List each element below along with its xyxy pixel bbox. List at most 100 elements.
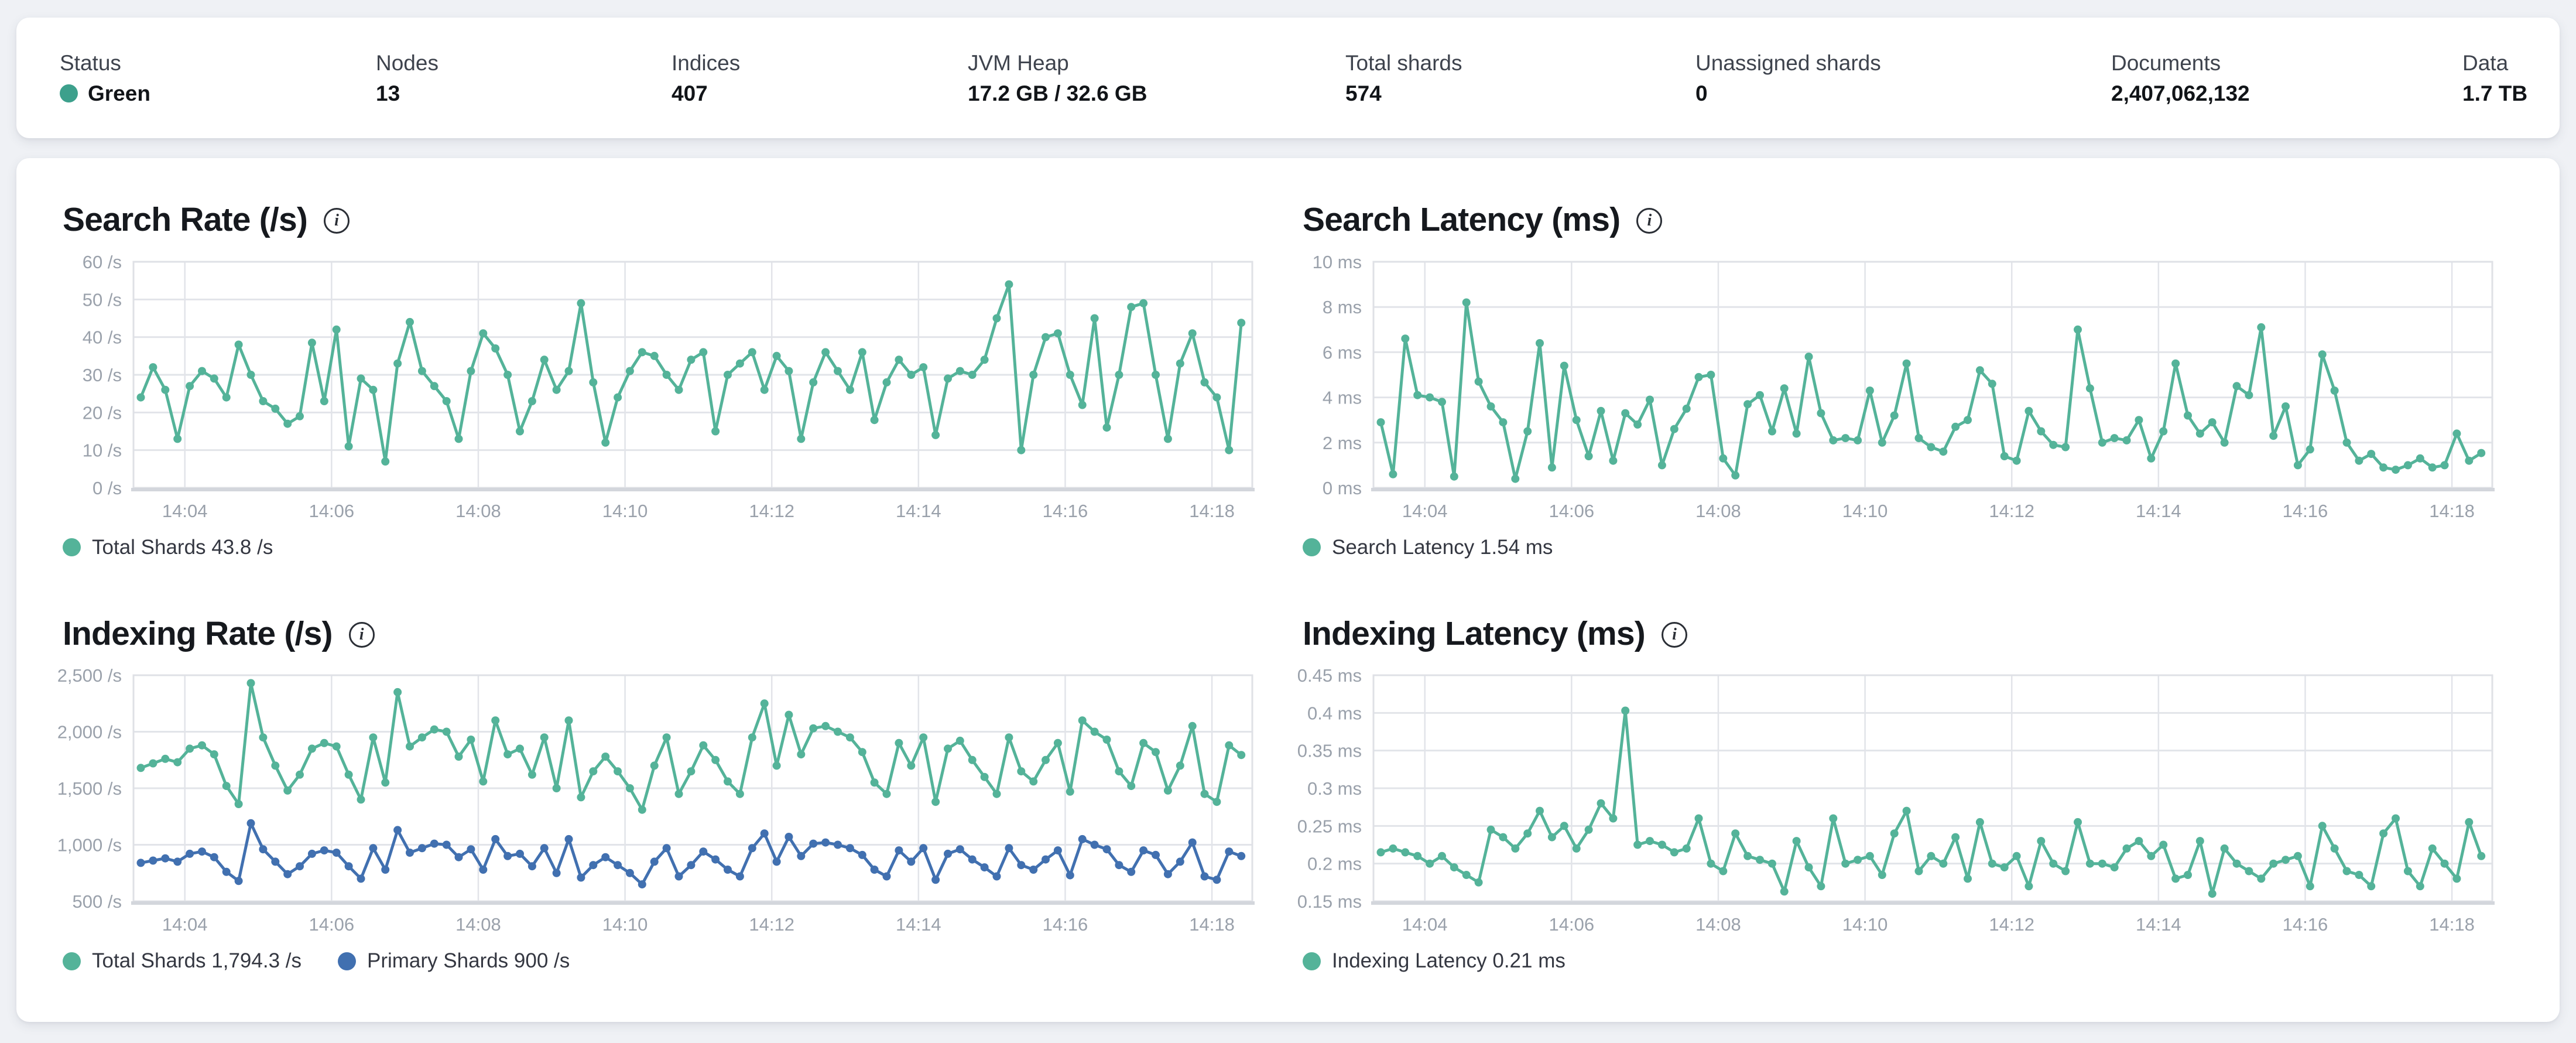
svg-text:0.25 ms: 0.25 ms <box>1297 816 1362 837</box>
svg-text:14:12: 14:12 <box>749 501 794 521</box>
stat-label: Indices <box>672 50 741 75</box>
svg-text:60 /s: 60 /s <box>83 255 122 272</box>
stat-label: Nodes <box>376 50 439 75</box>
svg-text:2,000 /s: 2,000 /s <box>57 722 122 743</box>
chart-title: Indexing Latency (ms) <box>1303 614 1646 652</box>
info-icon[interactable]: i <box>348 622 375 648</box>
search-rate-plot[interactable]: 14:04 14:06 14:08 14:10 14:12 14:14 14:16 14:18… <box>49 252 1259 530</box>
indexing-rate-plot[interactable]: 14:04 14:06 14:08 14:10 14:12 14:14 14:16 14:18… <box>49 665 1259 943</box>
legend-dot-icon <box>1303 538 1321 557</box>
stat-indices: Indices 407 <box>672 52 968 104</box>
legend-item-total-shards[interactable]: Total Shards 43.8 /s <box>63 536 273 559</box>
svg-text:1,500 /s: 1,500 /s <box>57 778 122 799</box>
svg-text:0.2 ms: 0.2 ms <box>1307 854 1362 874</box>
chart-title: Search Rate (/s) <box>63 201 308 238</box>
search-latency-plot[interactable]: 14:04 14:06 14:08 14:10 14:12 14:14 14:16 14:18… <box>1289 252 2499 530</box>
svg-text:14:10: 14:10 <box>602 914 648 935</box>
indexing-latency-plot[interactable]: 14:04 14:06 14:08 14:10 14:12 14:14 14:16 14:18… <box>1289 665 2499 943</box>
svg-text:0.45 ms: 0.45 ms <box>1297 668 1362 686</box>
stat-label: JVM Heap <box>968 50 1069 75</box>
stat-label: Unassigned shards <box>1695 50 1881 75</box>
svg-text:14:12: 14:12 <box>1989 501 2034 521</box>
svg-text:1,000 /s: 1,000 /s <box>57 835 122 856</box>
legend-label: Total Shards 1,794.3 /s <box>92 949 302 973</box>
legend-item-search-latency[interactable]: Search Latency 1.54 ms <box>1303 536 1553 559</box>
cluster-overview-bar: Status Green Nodes 13 Indices 407 JVM He… <box>16 18 2560 138</box>
svg-text:14:08: 14:08 <box>1695 501 1741 521</box>
legend: Search Latency 1.54 ms <box>1303 536 2499 559</box>
svg-text:10 ms: 10 ms <box>1313 255 1362 272</box>
svg-text:14:08: 14:08 <box>455 501 501 521</box>
legend: Total Shards 43.8 /s <box>63 536 1259 559</box>
legend-label: Indexing Latency 0.21 ms <box>1332 949 1566 973</box>
svg-text:14:04: 14:04 <box>1402 914 1448 935</box>
svg-text:14:16: 14:16 <box>1043 914 1088 935</box>
svg-text:14:16: 14:16 <box>1043 501 1088 521</box>
chart-search-rate: Search Rate (/s) i 14:04 14:06 14:08 14:10 1… <box>49 201 1259 559</box>
stat-value: 1.7 TB <box>2462 81 2528 105</box>
info-icon[interactable]: i <box>1662 622 1687 648</box>
legend-label: Search Latency 1.54 ms <box>1332 535 1553 559</box>
chart-search-latency: Search Latency (ms) i 14:04 14:06 14:08 14:… <box>1289 201 2499 559</box>
svg-text:14:14: 14:14 <box>896 914 941 935</box>
legend-label: Primary Shards 900 /s <box>367 949 570 973</box>
stat-label: Status <box>60 50 121 75</box>
metrics-panel: Search Rate (/s) i 14:04 14:06 14:08 14:10 1… <box>16 158 2560 1022</box>
stat-value: 574 <box>1345 81 1382 105</box>
svg-text:14:04: 14:04 <box>162 501 208 521</box>
chart-indexing-latency: Indexing Latency (ms) i 14:04 14:06 14:08 1… <box>1289 615 2499 973</box>
stat-value: 13 <box>376 81 400 105</box>
svg-text:14:18: 14:18 <box>2429 914 2475 935</box>
svg-text:14:16: 14:16 <box>2283 914 2328 935</box>
stat-status: Status Green <box>60 52 376 104</box>
svg-text:4 ms: 4 ms <box>1323 387 1362 408</box>
info-icon[interactable]: i <box>324 208 350 234</box>
info-icon[interactable]: i <box>1636 208 1663 234</box>
svg-text:14:16: 14:16 <box>2283 501 2328 521</box>
svg-text:14:12: 14:12 <box>749 914 794 935</box>
stat-value: 0 <box>1695 81 1708 105</box>
svg-text:0.35 ms: 0.35 ms <box>1297 741 1362 761</box>
svg-text:14:06: 14:06 <box>309 501 355 521</box>
svg-text:14:18: 14:18 <box>1189 914 1235 935</box>
svg-text:14:14: 14:14 <box>2136 914 2181 935</box>
svg-text:14:06: 14:06 <box>1549 501 1595 521</box>
stat-value: 2,407,062,132 <box>2111 81 2250 105</box>
svg-text:2,500 /s: 2,500 /s <box>57 668 122 686</box>
stat-value: Green <box>60 83 376 104</box>
stat-label: Total shards <box>1345 50 1462 75</box>
svg-text:14:04: 14:04 <box>1402 501 1448 521</box>
legend-dot-icon <box>63 952 81 970</box>
svg-text:14:10: 14:10 <box>602 501 648 521</box>
svg-text:14:18: 14:18 <box>1189 501 1235 521</box>
svg-text:14:08: 14:08 <box>455 914 501 935</box>
chart-indexing-rate: Indexing Rate (/s) i 14:04 14:06 14:08 14:1… <box>49 615 1259 973</box>
svg-text:500 /s: 500 /s <box>73 891 122 912</box>
chart-title: Indexing Rate (/s) <box>63 614 333 652</box>
stat-label: Data <box>2462 50 2509 75</box>
stat-value: 407 <box>672 81 708 105</box>
stat-value: 17.2 GB / 32.6 GB <box>968 81 1147 105</box>
stat-documents: Documents 2,407,062,132 <box>2111 52 2462 104</box>
svg-text:14:12: 14:12 <box>1989 914 2034 935</box>
stat-total-shards: Total shards 574 <box>1345 52 1695 104</box>
stat-nodes: Nodes 13 <box>376 52 672 104</box>
svg-text:14:06: 14:06 <box>309 914 355 935</box>
legend-dot-icon <box>63 538 81 557</box>
status-health-dot-icon <box>60 84 78 102</box>
svg-text:0 ms: 0 ms <box>1323 478 1362 498</box>
legend-item-indexing-latency[interactable]: Indexing Latency 0.21 ms <box>1303 949 1566 973</box>
svg-text:14:06: 14:06 <box>1549 914 1595 935</box>
svg-text:14:18: 14:18 <box>2429 501 2475 521</box>
legend: Indexing Latency 0.21 ms <box>1303 949 2499 973</box>
svg-text:14:14: 14:14 <box>2136 501 2181 521</box>
svg-text:14:10: 14:10 <box>1842 501 1888 521</box>
chart-title: Search Latency (ms) <box>1303 201 1621 238</box>
svg-text:2 ms: 2 ms <box>1323 432 1362 453</box>
svg-text:40 /s: 40 /s <box>83 327 122 347</box>
legend: Total Shards 1,794.3 /s Primary Shards 9… <box>63 949 1259 973</box>
legend-item-primary-shards[interactable]: Primary Shards 900 /s <box>338 949 570 973</box>
legend-item-total-shards[interactable]: Total Shards 1,794.3 /s <box>63 949 302 973</box>
svg-text:14:04: 14:04 <box>162 914 208 935</box>
svg-text:0.3 ms: 0.3 ms <box>1307 778 1362 799</box>
